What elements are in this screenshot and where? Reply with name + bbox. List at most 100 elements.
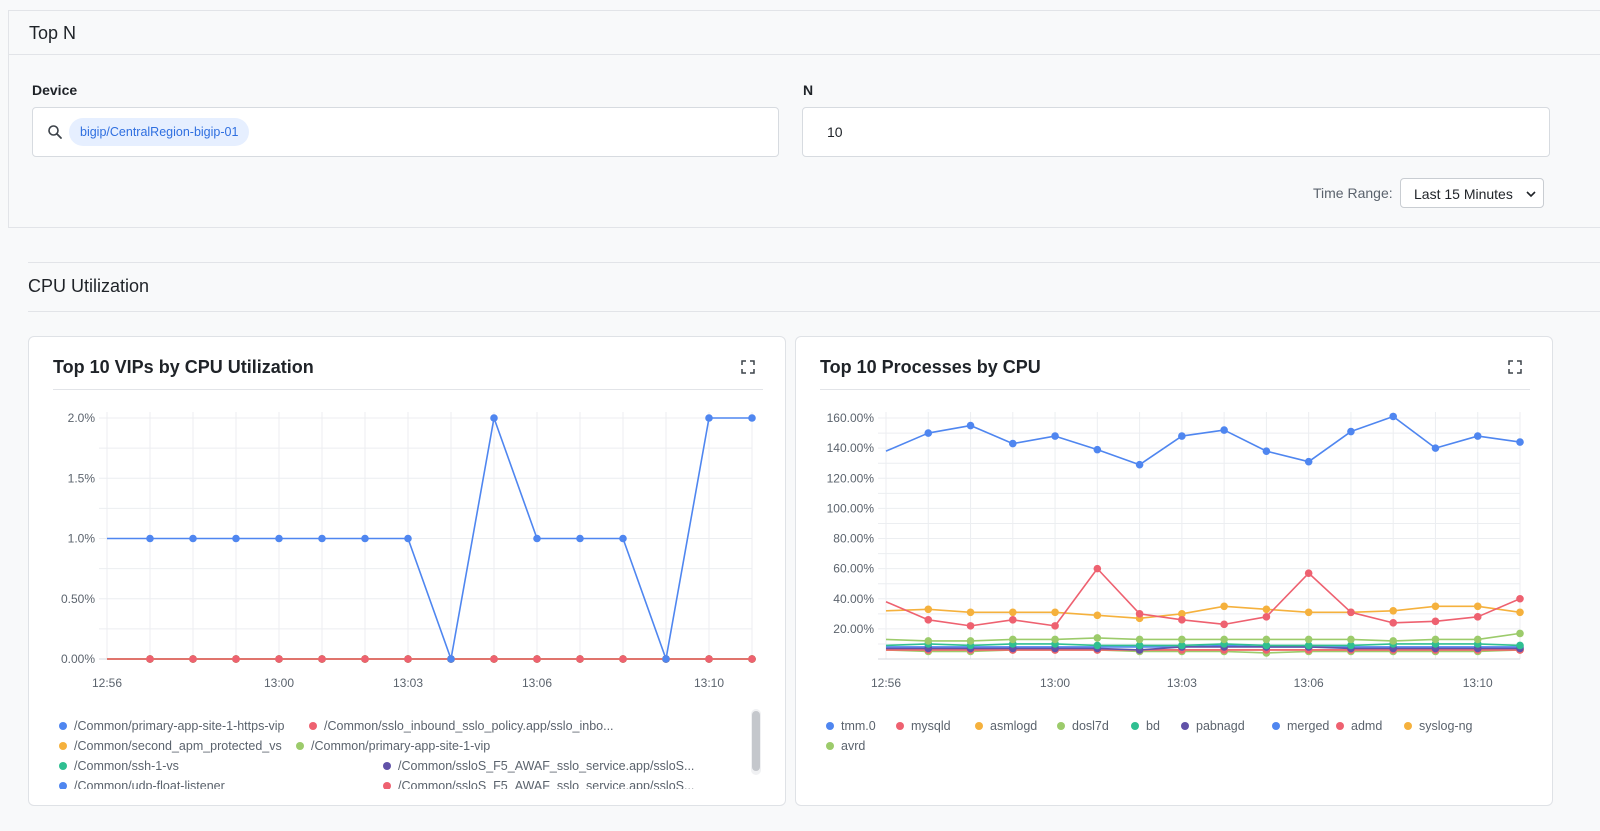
legend-item[interactable]: syslog-ng xyxy=(1404,719,1473,733)
data-point[interactable] xyxy=(966,622,975,630)
data-point[interactable] xyxy=(1009,439,1017,448)
legend-item[interactable]: /Common/second_apm_protected_vs xyxy=(59,739,282,753)
data-point[interactable] xyxy=(924,616,933,624)
data-point[interactable] xyxy=(1473,613,1482,621)
data-point[interactable] xyxy=(1262,447,1271,455)
data-point[interactable] xyxy=(490,414,498,422)
data-point[interactable] xyxy=(1093,641,1102,650)
data-point[interactable] xyxy=(1051,432,1059,440)
data-point[interactable] xyxy=(1431,617,1440,626)
device-field[interactable]: bigip/CentralRegion-bigip-01 xyxy=(32,107,779,157)
data-point[interactable] xyxy=(705,414,713,422)
data-point[interactable] xyxy=(533,655,541,663)
data-point[interactable] xyxy=(1473,602,1482,611)
data-point[interactable] xyxy=(576,534,584,543)
data-point[interactable] xyxy=(619,655,627,663)
data-point[interactable] xyxy=(1178,635,1186,644)
data-point[interactable] xyxy=(1009,616,1017,624)
data-point[interactable] xyxy=(318,534,326,543)
legend-scrollbar[interactable] xyxy=(751,709,761,775)
legend-item[interactable]: pabnagd xyxy=(1181,719,1245,733)
data-point[interactable] xyxy=(1093,445,1102,454)
data-point[interactable] xyxy=(1389,637,1397,645)
data-point[interactable] xyxy=(1516,438,1524,446)
legend-item[interactable]: /Common/ssloS_F5_AWAF_sslo_service.app/s… xyxy=(383,759,694,773)
legend-item[interactable]: bd xyxy=(1131,719,1160,733)
data-point[interactable] xyxy=(1051,635,1059,644)
data-point[interactable] xyxy=(361,534,369,543)
data-point[interactable] xyxy=(1516,608,1524,617)
time-range-select[interactable]: Last 15 Minutes xyxy=(1400,178,1544,208)
legend-item[interactable]: /Common/primary-app-site-1-vip xyxy=(296,739,490,753)
data-point[interactable] xyxy=(1473,635,1482,644)
data-point[interactable] xyxy=(1093,611,1102,620)
data-point[interactable] xyxy=(1516,641,1524,650)
data-point[interactable] xyxy=(748,655,756,663)
data-point[interactable] xyxy=(490,655,498,663)
device-chip[interactable]: bigip/CentralRegion-bigip-01 xyxy=(69,118,250,146)
legend-item[interactable]: mysqld xyxy=(896,719,951,733)
data-point[interactable] xyxy=(1135,610,1144,618)
legend-item[interactable]: admd xyxy=(1336,719,1382,733)
data-point[interactable] xyxy=(1304,635,1313,644)
legend-item[interactable]: merged xyxy=(1272,719,1329,733)
data-point[interactable] xyxy=(966,608,975,617)
data-point[interactable] xyxy=(1431,635,1440,644)
data-point[interactable] xyxy=(1304,457,1313,466)
n-input[interactable]: 10 xyxy=(802,107,1550,157)
data-point[interactable] xyxy=(447,655,455,663)
legend-scroll-thumb[interactable] xyxy=(752,711,760,771)
data-point[interactable] xyxy=(232,655,240,663)
data-point[interactable] xyxy=(1178,616,1186,624)
data-point[interactable] xyxy=(1304,569,1313,577)
data-point[interactable] xyxy=(924,429,933,437)
data-point[interactable] xyxy=(318,655,326,663)
legend-item[interactable]: /Common/primary-app-site-1-https-vip xyxy=(59,719,284,733)
data-point[interactable] xyxy=(1093,634,1102,642)
data-point[interactable] xyxy=(146,655,154,663)
data-point[interactable] xyxy=(404,534,412,543)
legend-item[interactable]: /Common/udp-float-listener xyxy=(59,779,225,789)
legend-item[interactable]: dosl7d xyxy=(1057,719,1109,733)
data-point[interactable] xyxy=(576,655,584,663)
data-point[interactable] xyxy=(146,534,154,543)
data-point[interactable] xyxy=(1262,635,1271,644)
data-point[interactable] xyxy=(1135,641,1144,650)
data-point[interactable] xyxy=(232,534,240,543)
data-point[interactable] xyxy=(1516,629,1524,638)
data-point[interactable] xyxy=(1009,608,1017,617)
data-point[interactable] xyxy=(1389,412,1397,421)
data-point[interactable] xyxy=(1347,641,1355,650)
legend-item[interactable]: asmlogd xyxy=(975,719,1037,733)
data-point[interactable] xyxy=(361,655,369,663)
legend-item[interactable]: /Common/ssloS_F5_AWAF_sslo_service.app/s… xyxy=(383,779,694,789)
data-point[interactable] xyxy=(275,655,283,663)
data-point[interactable] xyxy=(1220,620,1228,629)
legend-item[interactable]: /Common/ssh-1-vs xyxy=(59,759,179,773)
expand-icon[interactable] xyxy=(741,360,755,374)
data-point[interactable] xyxy=(1220,602,1228,611)
data-point[interactable] xyxy=(1093,564,1102,573)
data-point[interactable] xyxy=(1178,641,1186,650)
data-point[interactable] xyxy=(966,421,975,430)
data-point[interactable] xyxy=(1262,641,1271,650)
data-point[interactable] xyxy=(1178,432,1186,440)
data-point[interactable] xyxy=(1473,432,1482,440)
data-point[interactable] xyxy=(1516,594,1524,603)
data-point[interactable] xyxy=(1262,613,1271,621)
data-point[interactable] xyxy=(189,655,197,663)
data-point[interactable] xyxy=(1051,622,1059,630)
data-point[interactable] xyxy=(1389,619,1397,627)
data-point[interactable] xyxy=(924,605,933,614)
data-point[interactable] xyxy=(1135,460,1144,469)
data-point[interactable] xyxy=(1135,635,1144,644)
legend-item[interactable]: avrd xyxy=(826,739,865,753)
data-point[interactable] xyxy=(1389,607,1397,615)
data-point[interactable] xyxy=(1220,426,1228,434)
legend-item[interactable]: tmm.0 xyxy=(826,719,876,733)
data-point[interactable] xyxy=(1178,610,1186,618)
data-point[interactable] xyxy=(1347,427,1355,436)
data-point[interactable] xyxy=(1220,635,1228,644)
data-point[interactable] xyxy=(966,637,975,645)
data-point[interactable] xyxy=(1051,608,1059,617)
